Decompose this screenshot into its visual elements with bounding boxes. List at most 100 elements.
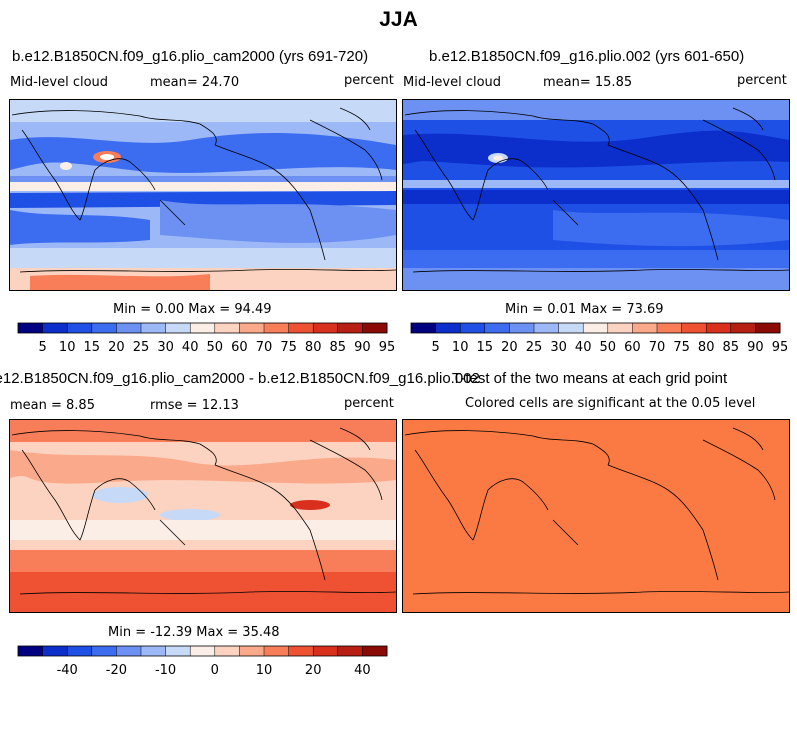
colorbar-3-tick-label: -10 (155, 663, 176, 678)
colorbar-3-tick-label: 40 (354, 663, 371, 678)
colorbar-3-swatch (116, 646, 142, 656)
colorbar-2-swatch (435, 323, 461, 333)
colorbar-3-border (17, 645, 388, 657)
colorbar-1-swatch (42, 323, 68, 333)
colorbar-3-swatch (214, 646, 240, 656)
colorbar-1-swatch (337, 323, 363, 333)
colorbar-1-tick-label: 30 (157, 340, 174, 355)
colorbar-2-tick-label: 60 (624, 340, 641, 355)
colorbar-2-tick-label: 30 (550, 340, 567, 355)
colorbar-3-swatch (264, 646, 290, 656)
panel-3-colorbar: -40 -20 -10 0 10 20 40 (17, 645, 388, 680)
colorbar-1-tick-label: 15 (84, 340, 101, 355)
colorbar-1-tick-label: 70 (256, 340, 273, 355)
colorbar-3-swatch (313, 646, 339, 656)
panel-1-title: b.e12.B1850CN.f09_g16.plio_cam2000 (yrs … (12, 48, 369, 65)
colorbar-2-swatch (706, 323, 732, 333)
panel-4-note: Colored cells are significant at the 0.0… (465, 396, 756, 411)
colorbar-2-tick-label: 40 (575, 340, 592, 355)
colorbar-3-swatch (288, 646, 314, 656)
panel-3-rmse: rmse = 12.13 (150, 398, 239, 413)
colorbar-1-tick-label: 25 (133, 340, 150, 355)
colorbar-3-tick-label: -20 (106, 663, 127, 678)
panel-4-title: T-test of the two means at each grid poi… (452, 370, 728, 387)
colorbar-1-tick-label: 60 (231, 340, 248, 355)
colorbar-2-tick-label: 25 (526, 340, 543, 355)
panel-2-title: b.e12.B1850CN.f09_g16.plio.002 (yrs 601-… (429, 48, 745, 65)
colorbar-1-tick-label: 20 (108, 340, 125, 355)
panel-3-map (9, 419, 397, 613)
panel-3-title: b.e12.B1850CN.f09_g16.plio_cam2000 - b.e… (0, 370, 480, 387)
colorbar-1-tick-label: 40 (182, 340, 199, 355)
colorbar-2-tick-label: 70 (649, 340, 666, 355)
colorbar-3-swatch (190, 646, 216, 656)
panel-3-minmax: Min = -12.39 Max = 35.48 (108, 625, 280, 640)
panel-1-variable: Mid-level cloud (10, 75, 109, 90)
panel-1-colorbar: 5 10 15 20 25 30 40 50 60 70 75 80 85 90 95 (17, 322, 395, 357)
colorbar-2-tick-label: 85 (723, 340, 740, 355)
panel-2-minmax: Min = 0.01 Max = 73.69 (505, 302, 664, 317)
colorbar-2-swatch (730, 323, 756, 333)
colorbar-2-tick-label: 15 (477, 340, 494, 355)
colorbar-1-tick-label: 85 (330, 340, 347, 355)
colorbar-1-tick-label: 95 (379, 340, 396, 355)
panel-3-units: percent (344, 396, 394, 411)
colorbar-2-border (410, 322, 781, 334)
colorbar-1-tick-label: 75 (280, 340, 297, 355)
colorbar-2-tick-label: 20 (501, 340, 518, 355)
colorbar-3-swatch (91, 646, 117, 656)
colorbar-1-tick-label: 80 (305, 340, 322, 355)
colorbar-1-swatch (67, 323, 93, 333)
colorbar-3-swatch (362, 646, 388, 656)
colorbar-2-tick-label: 50 (600, 340, 617, 355)
colorbar-1-swatch (190, 323, 216, 333)
colorbar-1-swatch (239, 323, 265, 333)
colorbar-2-tick-label: 95 (772, 340, 789, 355)
colorbar-1-swatch (18, 323, 44, 333)
panel-2-map (402, 99, 790, 291)
colorbar-2-swatch (632, 323, 658, 333)
colorbar-1-swatch (264, 323, 290, 333)
colorbar-2-swatch (607, 323, 633, 333)
colorbar-1-tick-label: 50 (207, 340, 224, 355)
colorbar-1-tick-label: 5 (38, 340, 46, 355)
figure-title: JJA (379, 8, 418, 31)
colorbar-2-swatch (509, 323, 535, 333)
colorbar-1-swatch (288, 323, 314, 333)
panel-4-map (402, 419, 790, 613)
colorbar-3-swatch (239, 646, 265, 656)
colorbar-2-swatch (558, 323, 584, 333)
colorbar-3-tick-label: 20 (305, 663, 322, 678)
colorbar-3-swatch (42, 646, 68, 656)
colorbar-1-tick-label: 90 (354, 340, 371, 355)
colorbar-1-tick-label: 10 (59, 340, 76, 355)
colorbar-1-swatch (116, 323, 142, 333)
colorbar-1-border (17, 322, 388, 334)
colorbar-1-swatch (362, 323, 388, 333)
colorbar-1-swatch (141, 323, 167, 333)
colorbar-2-swatch (484, 323, 510, 333)
panel-2-mean: mean= 15.85 (543, 75, 633, 90)
colorbar-1-swatch (91, 323, 117, 333)
colorbar-2-swatch (411, 323, 437, 333)
colorbar-2-tick-label: 10 (452, 340, 469, 355)
colorbar-2-tick-label: 75 (673, 340, 690, 355)
panel-2-variable: Mid-level cloud (403, 75, 502, 90)
colorbar-3-swatch (165, 646, 191, 656)
colorbar-2-swatch (460, 323, 486, 333)
colorbar-3-tick-label: 10 (256, 663, 273, 678)
colorbar-2-tick-label: 5 (431, 340, 439, 355)
colorbar-1-swatch (165, 323, 191, 333)
colorbar-3-swatch (141, 646, 167, 656)
panel-1-map (9, 99, 397, 291)
panel-1-minmax: Min = 0.00 Max = 94.49 (113, 302, 272, 317)
colorbar-1-swatch (214, 323, 240, 333)
panel-1-mean: mean= 24.70 (150, 75, 240, 90)
colorbar-3-tick-label: 0 (211, 663, 219, 678)
colorbar-2-tick-label: 80 (698, 340, 715, 355)
colorbar-3-swatch (337, 646, 363, 656)
colorbar-2-swatch (583, 323, 609, 333)
colorbar-2-swatch (657, 323, 683, 333)
panel-3-mean: mean = 8.85 (10, 398, 95, 413)
colorbar-2-tick-label: 90 (747, 340, 764, 355)
